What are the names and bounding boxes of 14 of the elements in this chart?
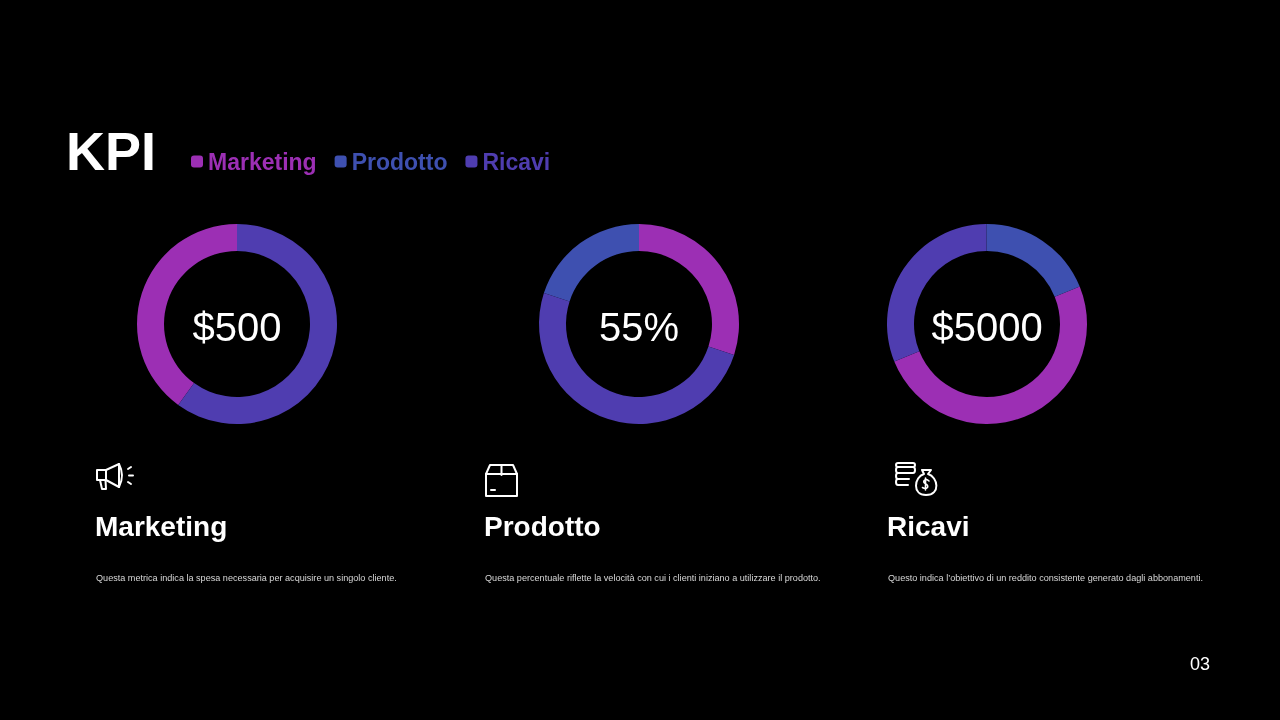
text: $5000 <box>931 305 1043 349</box>
legend-label: Ricavi <box>482 148 551 175</box>
text: 55% <box>598 305 680 349</box>
legend-label: Prodotto <box>351 148 448 175</box>
text: Questa percentuale riflette la velocità con cui i clienti iniziano a utilizzare il prodotto. <box>485 573 821 583</box>
text: $500 <box>192 305 282 349</box>
legend-label: Marketing <box>208 148 317 175</box>
slice-label: Ricavi <box>887 510 970 542</box>
text: Questa metrica indica la spesa necessaria per acquisire un singolo cliente. <box>96 573 397 583</box>
text: Questo indica l’obiettivo di un reddito consistente generato dagli abbonamenti. <box>888 573 1203 583</box>
slice-label: Prodotto <box>484 510 601 542</box>
chart-title: KPI <box>66 121 157 181</box>
slice-label: Marketing <box>95 510 228 542</box>
text: 03 <box>1189 654 1210 674</box>
